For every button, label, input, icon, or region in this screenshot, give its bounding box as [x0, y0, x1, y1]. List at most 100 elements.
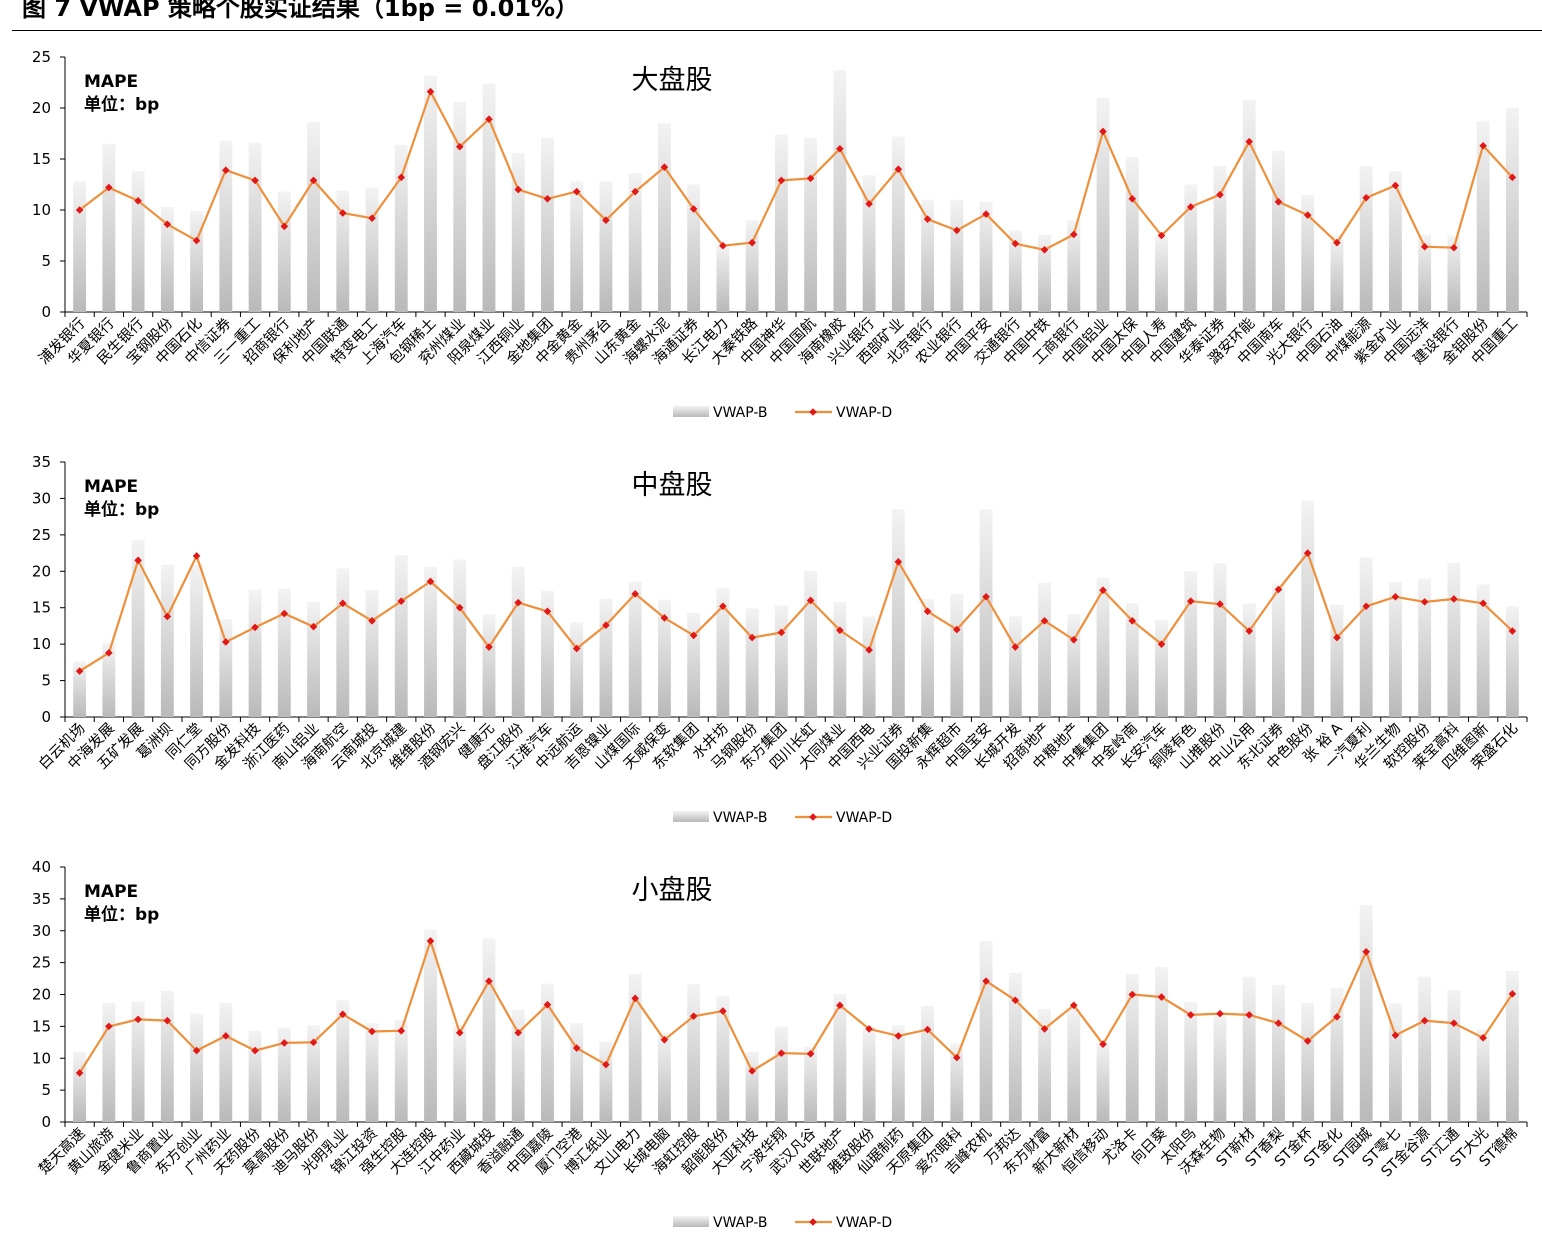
bar — [1447, 990, 1461, 1122]
data-point — [923, 215, 932, 223]
bar — [628, 173, 642, 312]
data-point — [777, 1049, 786, 1057]
data-point — [105, 649, 113, 657]
data-point — [572, 1044, 581, 1052]
y-tick-label: 20 — [32, 562, 51, 580]
data-point — [1274, 198, 1283, 206]
data-point — [543, 194, 552, 203]
data-point — [1508, 990, 1517, 998]
data-point — [953, 226, 961, 235]
bar — [1008, 230, 1022, 312]
bar — [307, 601, 320, 717]
data-point — [631, 187, 639, 196]
data-point — [1303, 549, 1312, 557]
data-point — [894, 165, 903, 173]
unit-label: 单位：bp — [84, 499, 159, 520]
bar — [307, 1025, 320, 1122]
data-point — [602, 621, 610, 629]
y-tick-label: 25 — [32, 954, 51, 972]
bar — [950, 593, 964, 717]
bar — [1096, 577, 1110, 717]
data-point — [777, 628, 786, 637]
bar — [891, 136, 905, 312]
data-point — [368, 617, 376, 625]
bar — [131, 171, 145, 312]
data-point — [1362, 193, 1370, 202]
data-point — [163, 1016, 172, 1025]
data-point — [1157, 640, 1166, 648]
data-point — [865, 200, 873, 208]
bar — [424, 566, 437, 717]
data-point — [163, 220, 172, 229]
y-tick-label: 5 — [41, 1081, 51, 1099]
bar — [1330, 988, 1344, 1122]
data-point — [338, 599, 347, 608]
data-point — [1157, 231, 1166, 240]
data-point — [1128, 617, 1137, 625]
bar — [1476, 584, 1490, 717]
data-point — [192, 236, 201, 245]
bar — [1242, 603, 1256, 717]
bar — [482, 83, 496, 312]
data-point — [923, 607, 932, 616]
data-point — [1391, 592, 1400, 601]
bar — [1067, 220, 1081, 312]
legend-bar-swatch — [673, 406, 709, 417]
data-point — [806, 596, 815, 605]
bar — [131, 1001, 145, 1122]
bar — [716, 244, 730, 312]
bar — [1213, 563, 1227, 717]
bar — [219, 619, 233, 717]
bar — [1418, 578, 1432, 717]
bar — [921, 1005, 935, 1122]
bar — [277, 588, 291, 717]
bar — [73, 181, 87, 312]
data-point — [836, 145, 844, 153]
bar — [160, 206, 174, 312]
bar — [1505, 970, 1519, 1122]
data-point — [75, 206, 84, 214]
data-point — [1362, 602, 1370, 611]
bar — [365, 1023, 379, 1122]
data-point — [836, 1001, 844, 1010]
data-point — [1186, 203, 1195, 211]
legend-marker — [809, 813, 817, 821]
data-point — [1391, 1031, 1400, 1040]
data-point — [455, 603, 464, 612]
y-tick-label: 35 — [32, 890, 51, 908]
bar — [336, 568, 350, 717]
data-point — [1450, 1019, 1458, 1027]
y-tick-label: 15 — [32, 599, 51, 617]
y-tick-label: 0 — [41, 303, 51, 321]
bar — [628, 974, 642, 1122]
bar — [482, 614, 496, 717]
data-point — [1479, 599, 1487, 608]
bar — [1067, 1008, 1081, 1122]
data-point — [1099, 1040, 1107, 1049]
y-tick-label: 30 — [32, 922, 51, 940]
bar — [365, 590, 379, 717]
data-point — [280, 1039, 289, 1047]
bar — [979, 201, 993, 312]
legend-marker — [809, 408, 817, 416]
bar — [1476, 1029, 1490, 1122]
data-point — [397, 173, 406, 182]
bar — [541, 983, 554, 1122]
bar — [277, 1027, 291, 1122]
data-point — [134, 197, 142, 205]
data-point — [309, 176, 318, 185]
bar — [1096, 97, 1110, 312]
chart-mid-cap: 05101520253035白云机场中海发展五矿发展葛洲坝同仁堂同方股份金发科技… — [32, 453, 1528, 826]
y-tick-label: 5 — [41, 252, 51, 270]
bar — [921, 199, 935, 312]
data-point — [1303, 1037, 1312, 1045]
data-point — [1216, 600, 1224, 608]
legend-label-d: VWAP-D — [836, 1215, 892, 1231]
data-point — [982, 592, 990, 601]
data-point — [748, 1067, 756, 1075]
data-point — [134, 556, 142, 565]
bar — [1155, 235, 1168, 312]
bar — [541, 590, 554, 717]
y-tick-label: 20 — [32, 99, 51, 117]
bar — [657, 1032, 671, 1122]
